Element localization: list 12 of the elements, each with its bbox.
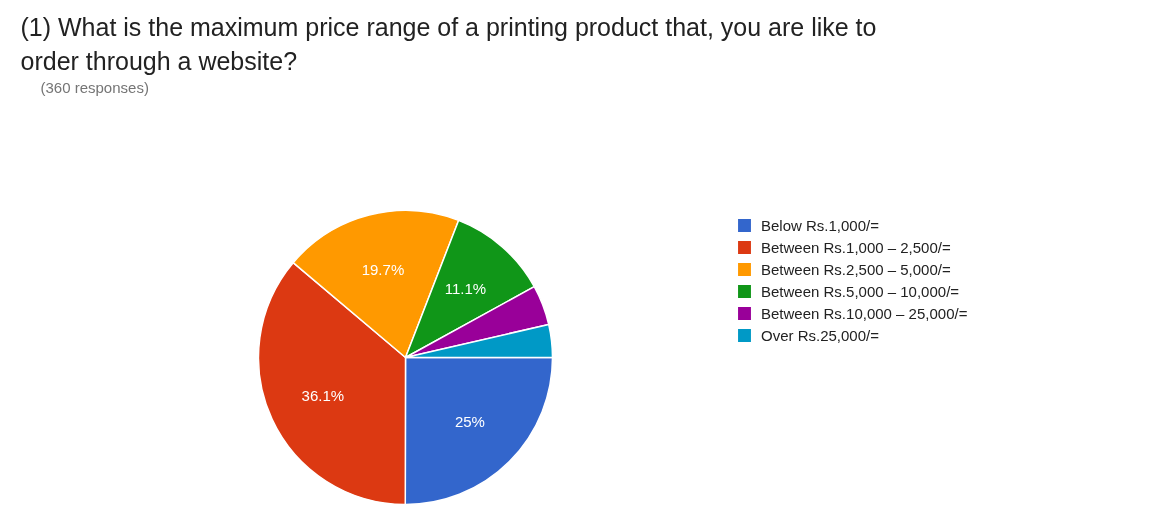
data-label: 25% xyxy=(454,413,485,431)
data-label: 36.1% xyxy=(301,387,345,405)
data-label: 11.1% xyxy=(444,280,487,298)
legend-label: Below Rs.1,000/= xyxy=(761,216,879,234)
legend-label: Between Rs.1,000 – 2,500/= xyxy=(761,238,951,256)
legend-label: Between Rs.10,000 – 25,000/= xyxy=(761,304,968,322)
legend-label: Between Rs.5,000 – 10,000/= xyxy=(761,282,960,300)
legend-label: Over Rs.25,000/= xyxy=(761,326,879,344)
text: (360 responses) xyxy=(40,78,149,96)
chart-title: (1) What is the maximum price range of a printing product that, you are like to order through a website? xyxy=(20,12,877,75)
legend-label: Between Rs.2,500 – 5,000/= xyxy=(761,260,951,278)
data-label: 19.7% xyxy=(361,260,405,278)
